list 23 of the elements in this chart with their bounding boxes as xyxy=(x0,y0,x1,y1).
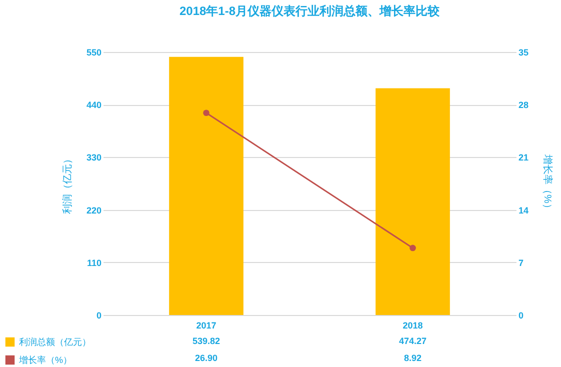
y-axis-title: 利润（亿元） xyxy=(61,154,74,214)
y2-tick-label: 35 xyxy=(518,48,529,58)
y2-tick-label: 21 xyxy=(518,152,529,163)
legend-label: 利润总额（亿元） xyxy=(19,337,91,347)
data-label: 26.90 xyxy=(194,353,218,363)
y2-tick-label: 7 xyxy=(518,258,524,268)
y-tick-label: 440 xyxy=(86,100,102,110)
y2-tick-label: 28 xyxy=(518,100,529,110)
chart-title: 2018年1-8月仪器仪表行业利润总额、增长率比较 xyxy=(179,4,441,18)
x-tick-label: 2017 xyxy=(196,320,216,330)
y-tick-label: 220 xyxy=(86,205,102,216)
x-tick-label: 2018 xyxy=(402,320,423,330)
y2-axis-title: 增长率（%） xyxy=(542,154,554,214)
y-tick-label: 0 xyxy=(96,310,102,320)
data-label: 539.82 xyxy=(192,336,220,346)
y-tick-label: 550 xyxy=(86,48,102,58)
data-label: 8.92 xyxy=(404,353,422,363)
data-label: 474.27 xyxy=(398,336,427,346)
legend-label: 增长率（%） xyxy=(18,355,72,365)
y-tick-label: 110 xyxy=(86,258,102,268)
y-tick-label: 330 xyxy=(86,152,102,163)
y2-tick-label: 0 xyxy=(518,310,524,320)
y2-tick-label: 14 xyxy=(518,205,529,216)
